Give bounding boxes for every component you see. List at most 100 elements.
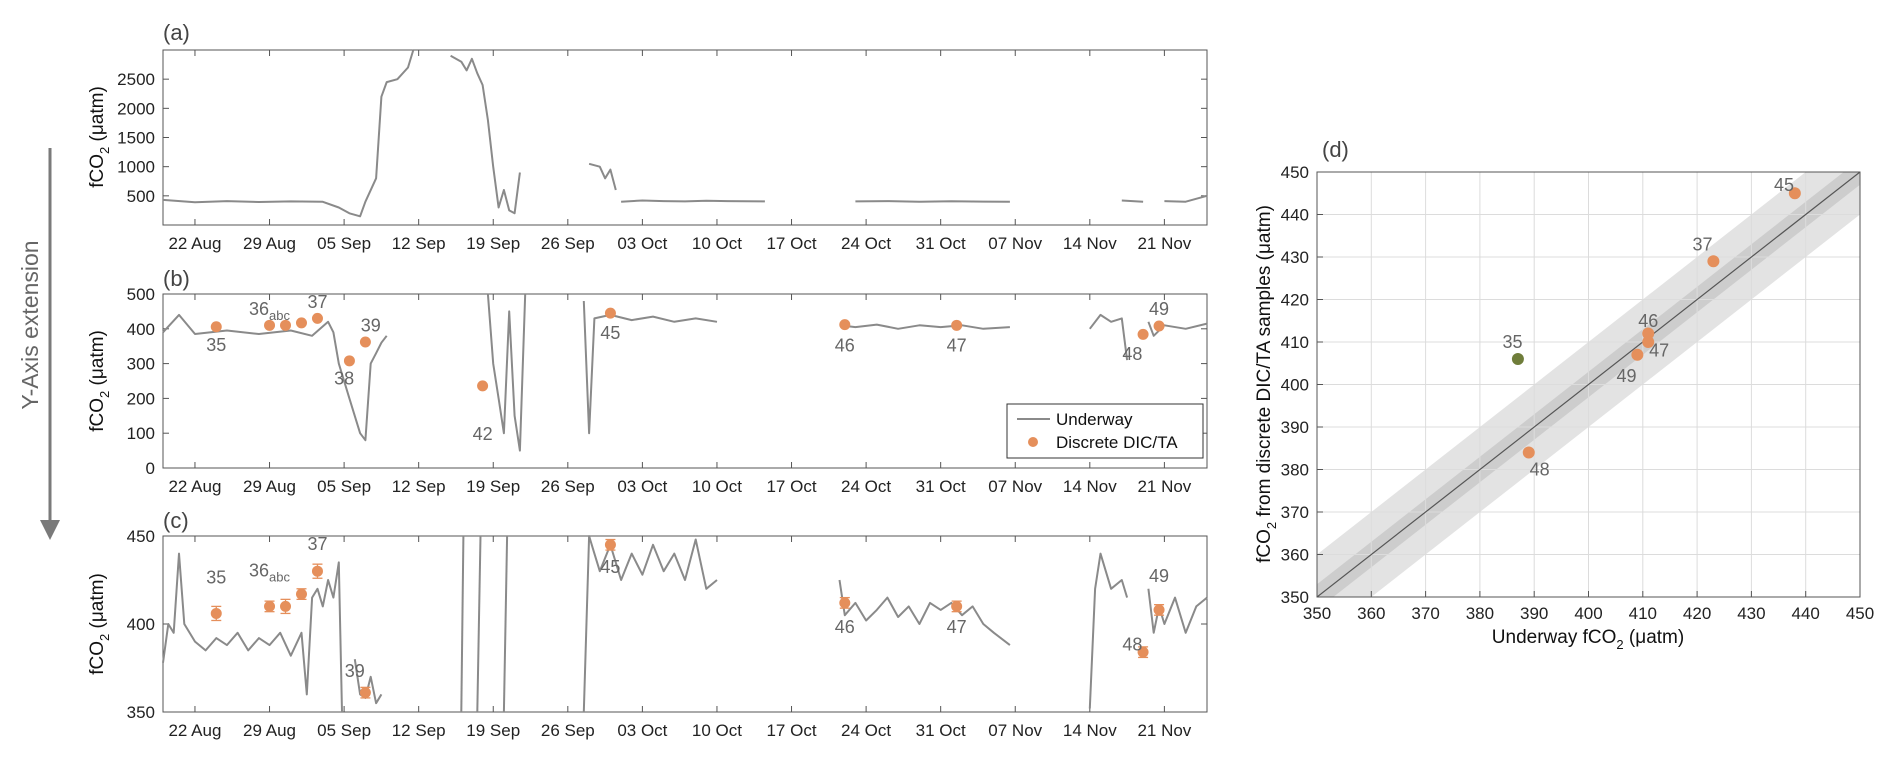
panel-d-point-label: 35 bbox=[1502, 332, 1522, 352]
panel-b-point-label: 37 bbox=[307, 292, 327, 312]
panel-c-discrete-point bbox=[359, 687, 371, 699]
panel-d-point-label: 45 bbox=[1774, 175, 1794, 195]
panel-c-xtick-label: 03 Oct bbox=[617, 721, 667, 740]
panel-a-xticks: 22 Aug 29 Aug 05 Sep 12 Sep 19 Sep 26 Sep 03 O… bbox=[168, 50, 1192, 253]
panel-b-point-label: 45 bbox=[600, 323, 620, 343]
panel-c-plot-area bbox=[162, 535, 1208, 713]
panel-c-xtick-label: 24 Oct bbox=[841, 721, 891, 740]
panel-c-yticks: 350 400 450 bbox=[127, 527, 1207, 722]
panel-a-label: (a) bbox=[163, 20, 190, 45]
panel-a-underway-line bbox=[450, 54, 521, 215]
panel-a-underway-line bbox=[855, 200, 1010, 203]
panel-b-point-label: 46 bbox=[835, 335, 855, 355]
y-axis-extension-label: Y-Axis extension bbox=[17, 240, 43, 409]
panel-a-plot-area bbox=[162, 49, 1208, 226]
panel-c-discrete-points bbox=[210, 538, 1165, 699]
panel-b-xtick-label: 31 Oct bbox=[916, 477, 966, 496]
panel-b-underway-series bbox=[162, 293, 1208, 452]
panel-a-xtick-label: 31 Oct bbox=[916, 234, 966, 253]
panel-d-ytick-label: 390 bbox=[1281, 418, 1309, 437]
panel-d-ytick-label: 380 bbox=[1281, 461, 1309, 480]
panel-a-ytick-label: 2000 bbox=[117, 99, 155, 118]
panel-b-underway-line bbox=[582, 300, 718, 435]
y-axis-extension-annotation: Y-Axis extension bbox=[17, 148, 60, 540]
panel-d: (d) 350 360 370 380 390 400 410 420 430 440 450 35… bbox=[1254, 137, 1874, 652]
panel-d-point bbox=[1788, 187, 1801, 200]
panel-d-ytick-label: 450 bbox=[1281, 163, 1309, 182]
panel-c-point-label: 45 bbox=[600, 557, 620, 577]
panel-d-xtick-label: 350 bbox=[1303, 604, 1331, 623]
panel-d-point bbox=[1642, 336, 1655, 348]
panel-d-one-to-one bbox=[1317, 172, 1860, 597]
panel-a-underway-line bbox=[588, 162, 617, 191]
panel-d-point-label: 46 bbox=[1638, 311, 1658, 331]
panel-a-ytick-label: 500 bbox=[127, 187, 155, 206]
panel-b-point-label: 47 bbox=[947, 335, 967, 355]
panel-b-ytick-label: 100 bbox=[127, 424, 155, 443]
panel-b-discrete-point bbox=[1137, 328, 1149, 340]
panel-a-xtick-label: 14 Nov bbox=[1063, 234, 1117, 253]
panel-c-xtick-label: 10 Oct bbox=[692, 721, 742, 740]
panel-c-point-label: 48 bbox=[1122, 634, 1142, 654]
panel-b-point-label: 49 bbox=[1149, 299, 1169, 319]
panel-b-discrete-points bbox=[210, 307, 1165, 392]
panel-a-xtick-label: 05 Sep bbox=[317, 234, 371, 253]
panel-d-xtick-label: 410 bbox=[1629, 604, 1657, 623]
panel-c-discrete-point bbox=[311, 565, 323, 577]
panel-b-xtick-label: 21 Nov bbox=[1137, 477, 1191, 496]
panel-c-underway-line bbox=[476, 535, 482, 713]
panel-b-point-label: 38 bbox=[334, 368, 354, 388]
panel-b-underway-line bbox=[1089, 313, 1129, 361]
panel-d-yticks: 350 360 370 380 390 400 410 420 430 440 450 bbox=[1281, 163, 1323, 607]
panel-b-discrete-point bbox=[295, 317, 307, 329]
panel-c-underway-line bbox=[502, 535, 509, 713]
panel-a-ytick-label: 1000 bbox=[117, 158, 155, 177]
legend-underway-label: Underway bbox=[1056, 410, 1133, 429]
panel-d-point-label: 48 bbox=[1530, 460, 1550, 480]
panel-a-xtick-label: 24 Oct bbox=[841, 234, 891, 253]
panel-d-point bbox=[1511, 353, 1524, 365]
panel-c-point-label: 36abc bbox=[249, 560, 290, 584]
panel-c-underway-line bbox=[838, 579, 1011, 646]
legend-discrete-label: Discrete DIC/TA bbox=[1056, 433, 1178, 452]
panel-c-annotations: 35 36abc 37 39 45 46 47 48 49 bbox=[206, 534, 1169, 681]
panel-b-xtick-label: 12 Sep bbox=[392, 477, 446, 496]
panel-c-discrete-point bbox=[839, 597, 851, 609]
panel-b-ytick-label: 400 bbox=[127, 320, 155, 339]
panel-d-ytick-label: 400 bbox=[1281, 376, 1309, 395]
panel-b-underway-line bbox=[839, 323, 1010, 330]
panel-c-point-label: 46 bbox=[835, 617, 855, 637]
legend-discrete-swatch bbox=[1028, 437, 1038, 447]
panel-c-ylabel: fCO2 (μatm) bbox=[87, 573, 112, 675]
panel-a-xtick-label: 12 Sep bbox=[392, 234, 446, 253]
panel-b-discrete-point bbox=[1153, 320, 1165, 332]
panel-c-discrete-point bbox=[210, 607, 222, 619]
panel-b-discrete-point bbox=[264, 319, 276, 331]
panel-d-xtick-label: 360 bbox=[1357, 604, 1385, 623]
panel-b-xticks: 22 Aug 29 Aug 05 Sep 12 Sep 19 Sep 26 Sep 03 O… bbox=[168, 294, 1192, 496]
panel-a-xtick-label: 19 Sep bbox=[466, 234, 520, 253]
panel-c-discrete-point bbox=[280, 600, 292, 612]
panel-c-point-label: 35 bbox=[206, 568, 226, 588]
panel-a-xtick-label: 22 Aug bbox=[168, 234, 221, 253]
panel-d-xtick-label: 400 bbox=[1574, 604, 1602, 623]
panel-a-underway-line bbox=[621, 199, 765, 203]
panel-c-discrete-point bbox=[951, 600, 963, 612]
panel-d-xtick-label: 380 bbox=[1466, 604, 1494, 623]
panel-d-point-label: 37 bbox=[1693, 234, 1713, 254]
panel-b-underway-line bbox=[486, 293, 527, 452]
panel-c-discrete-point bbox=[604, 539, 616, 551]
panel-c-discrete-point bbox=[1153, 604, 1165, 616]
panel-b-label: (b) bbox=[163, 266, 190, 291]
panel-b-discrete-point bbox=[311, 312, 323, 324]
panel-a-xtick-label: 17 Oct bbox=[766, 234, 816, 253]
panel-b-point-label: 42 bbox=[473, 424, 493, 444]
panel-c-underway-line bbox=[582, 535, 718, 713]
panel-d-ytick-label: 360 bbox=[1281, 546, 1309, 565]
panel-a-ytick-label: 1500 bbox=[117, 129, 155, 148]
panel-b-discrete-point bbox=[839, 319, 851, 331]
panel-c-xtick-label: 05 Sep bbox=[317, 721, 371, 740]
panel-d-points: 35 37 45 46 47 49 48 bbox=[1502, 175, 1801, 480]
panel-b-discrete-point bbox=[604, 307, 616, 319]
